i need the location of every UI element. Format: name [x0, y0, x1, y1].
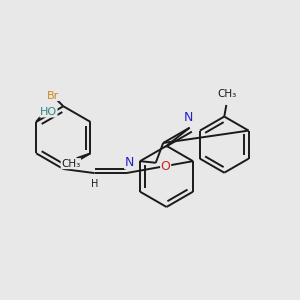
- Text: HO: HO: [40, 107, 57, 117]
- Text: N: N: [125, 156, 134, 169]
- Text: CH₃: CH₃: [217, 89, 237, 99]
- Text: N: N: [183, 111, 193, 124]
- Text: H: H: [91, 179, 98, 189]
- Text: Br: Br: [46, 91, 59, 100]
- Text: O: O: [161, 160, 171, 172]
- Text: CH₃: CH₃: [61, 159, 80, 169]
